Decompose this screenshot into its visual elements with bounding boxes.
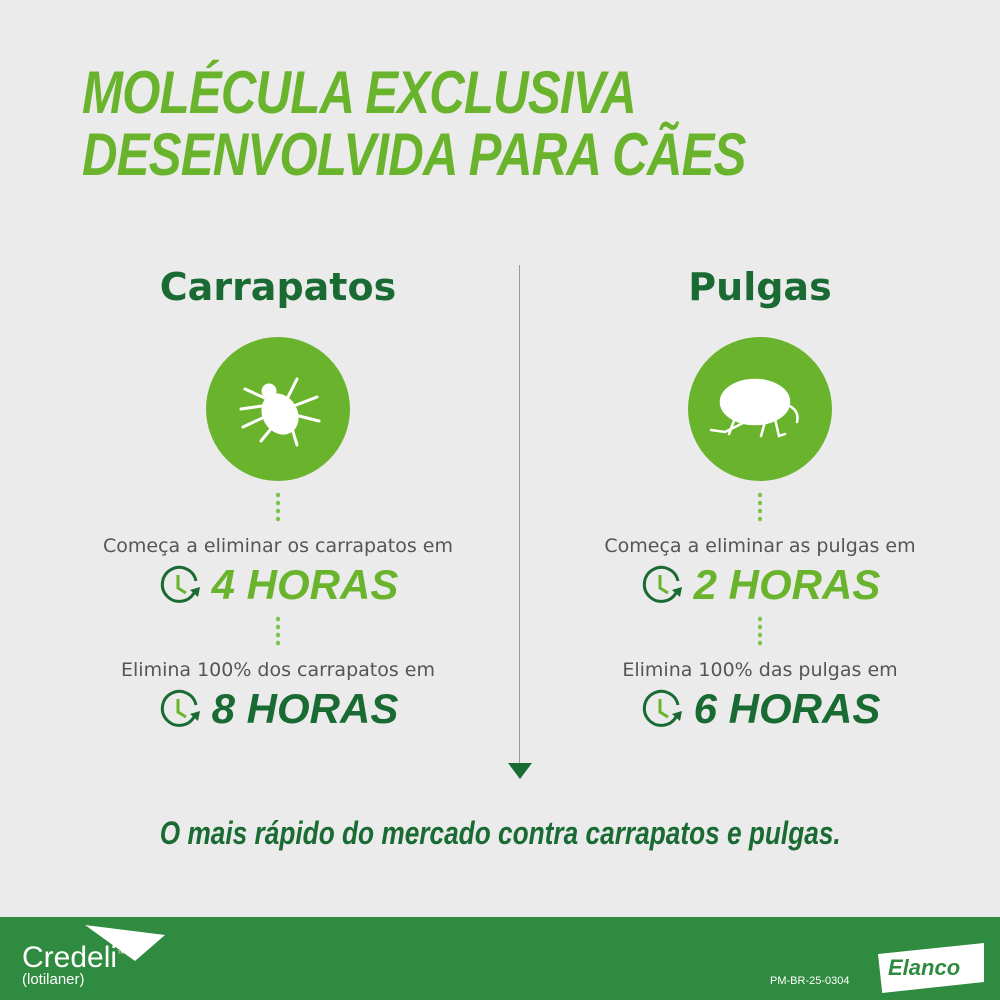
tagline: O mais rápido do mercado contra carrapat… xyxy=(0,815,1000,852)
footer: Credeli™ (lotilaner) PM-BR-25-0304 Elanco xyxy=(0,917,1000,1000)
headline-line-2: DESENVOLVIDA PARA CÃES xyxy=(82,121,746,188)
second-value: 8 HORAS xyxy=(211,685,399,732)
tick-icon xyxy=(206,337,350,481)
second-desc: Elimina 100% dos carrapatos em xyxy=(121,659,435,681)
second-stat: 6 HORAS xyxy=(540,685,980,733)
headline-line-1: MOLÉCULA EXCLUSIVA xyxy=(82,59,637,126)
generic-name: (lotilaner) xyxy=(22,971,85,988)
column-heading: Pulgas xyxy=(688,265,832,309)
arrow-down-icon xyxy=(508,763,532,779)
flea-icon xyxy=(688,337,832,481)
dotted-connector xyxy=(276,615,280,649)
credeli-logo: Credeli™ (lotilaner) xyxy=(22,941,125,988)
credeli-logo-mark-icon xyxy=(85,925,165,961)
first-desc: Começa a eliminar as pulgas em xyxy=(604,535,916,557)
ticks-column: Carrapatos Começa a eliminar os carrapat… xyxy=(58,265,498,733)
first-value: 4 HORAS xyxy=(211,561,399,608)
divider xyxy=(519,265,520,765)
first-stat: 2 HORAS xyxy=(540,561,980,609)
dotted-connector xyxy=(758,615,762,649)
clock-icon xyxy=(642,565,682,603)
elanco-logo: Elanco xyxy=(878,943,984,993)
first-desc: Começa a eliminar os carrapatos em xyxy=(103,535,453,557)
first-value: 2 HORAS xyxy=(693,561,881,608)
column-heading: Carrapatos xyxy=(159,265,397,309)
second-stat: 8 HORAS xyxy=(58,685,498,733)
clock-icon xyxy=(160,565,200,603)
first-stat: 4 HORAS xyxy=(58,561,498,609)
trademark: ™ xyxy=(117,949,126,958)
brand-name: Credeli xyxy=(22,941,118,974)
dotted-connector xyxy=(276,491,280,525)
tagline-text: O mais rápido do mercado contra carrapat… xyxy=(159,815,841,851)
second-desc: Elimina 100% das pulgas em xyxy=(622,659,898,681)
second-value: 6 HORAS xyxy=(693,685,881,732)
document-code: PM-BR-25-0304 xyxy=(770,975,850,987)
clock-icon xyxy=(160,689,200,727)
clock-icon xyxy=(642,689,682,727)
headline: MOLÉCULA EXCLUSIVA DESENVOLVIDA PARA CÃE… xyxy=(82,62,746,186)
fleas-column: Pulgas Começa a eliminar as pulgas em 2 … xyxy=(540,265,980,733)
dotted-connector xyxy=(758,491,762,525)
